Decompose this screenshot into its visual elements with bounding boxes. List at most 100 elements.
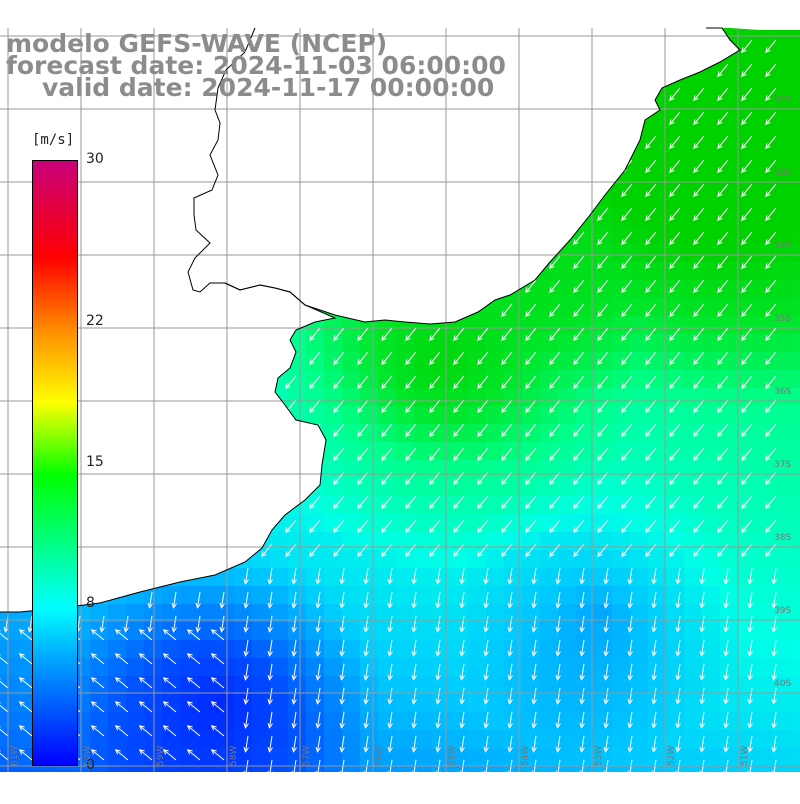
wind-arrow: [333, 399, 345, 414]
wind-cell: [342, 658, 360, 676]
wind-cell: [684, 496, 702, 514]
wind-arrow: [573, 399, 585, 414]
wind-cell: [630, 406, 648, 424]
wind-cell: [504, 370, 522, 388]
wind-cell: [540, 658, 558, 676]
wind-cell: [414, 640, 432, 658]
wind-cell: [522, 730, 540, 748]
latitude-label: 34S: [774, 241, 792, 251]
wind-cell: [774, 172, 792, 190]
wind-cell: [720, 244, 738, 262]
wind-cell: [342, 496, 360, 514]
wind-cell: [774, 730, 792, 748]
wind-arrow: [459, 615, 465, 633]
wind-cell: [792, 748, 800, 766]
wind-arrow: [621, 519, 633, 534]
wind-cell: [720, 136, 738, 154]
wind-cell: [594, 262, 612, 280]
wind-arrow: [723, 735, 729, 753]
wind-cell: [594, 460, 612, 478]
wind-arrow: [597, 447, 609, 462]
wind-cell: [306, 352, 324, 370]
wind-arrow: [717, 495, 729, 510]
wind-arrow: [243, 615, 249, 633]
wind-cell: [630, 442, 648, 460]
wind-arrow: [693, 87, 705, 102]
wind-cell: [522, 532, 540, 550]
wind-cell: [666, 136, 684, 154]
wind-cell: [450, 568, 468, 586]
wind-arrow: [669, 495, 681, 510]
wind-cell: [576, 532, 594, 550]
wind-arrow: [477, 399, 489, 414]
wind-arrow: [501, 543, 513, 558]
wind-cell: [648, 154, 666, 172]
wind-cell: [612, 226, 630, 244]
wind-cell: [216, 712, 234, 730]
wind-arrow: [363, 711, 369, 729]
wind-arrow: [405, 375, 417, 390]
wind-cell: [288, 640, 306, 658]
wind-arrow: [693, 135, 705, 150]
wind-arrow: [549, 399, 561, 414]
wind-cell: [756, 352, 774, 370]
wind-cell: [738, 550, 756, 568]
top-margin: [0, 0, 800, 28]
wind-cell: [378, 586, 396, 604]
wind-cell: [576, 280, 594, 298]
wind-arrow: [357, 423, 369, 438]
wind-cell: [126, 658, 144, 676]
wind-arrow: [339, 639, 345, 657]
wind-arrow: [651, 663, 657, 681]
wind-arrow: [549, 447, 561, 462]
wind-cell: [270, 694, 288, 712]
wind-cell: [522, 694, 540, 712]
wind-arrow: [387, 759, 393, 777]
wind-arrow: [579, 663, 585, 681]
wind-cell: [684, 568, 702, 586]
wind-arrow: [765, 423, 777, 438]
wind-cell: [774, 208, 792, 226]
wind-cell: [198, 586, 216, 604]
wind-arrow: [741, 543, 753, 558]
wind-cell: [360, 604, 378, 622]
wind-cell: [720, 640, 738, 658]
wind-cell: [468, 658, 486, 676]
longitude-label: 58W: [229, 745, 239, 766]
wind-cell: [702, 172, 720, 190]
wind-cell: [522, 424, 540, 442]
wind-cell: [594, 640, 612, 658]
wind-arrow: [459, 567, 465, 585]
wind-cell: [774, 478, 792, 496]
wind-cell: [0, 748, 18, 766]
wind-cell: [324, 568, 342, 586]
wind-cell: [360, 514, 378, 532]
wind-arrow: [507, 663, 513, 681]
wind-cell: [540, 712, 558, 730]
colorbar: [32, 160, 78, 766]
wind-cell: [576, 712, 594, 730]
wind-arrow: [669, 231, 681, 246]
wind-cell: [324, 388, 342, 406]
wind-cell: [792, 208, 800, 226]
wind-cell: [648, 460, 666, 478]
wind-cell: [270, 748, 288, 766]
wind-cell: [576, 586, 594, 604]
wind-cell: [738, 730, 756, 748]
wind-arrow: [531, 663, 537, 681]
wind-cell: [468, 622, 486, 640]
wind-arrow: [621, 495, 633, 510]
wind-cell: [792, 460, 800, 478]
wind-cell: [702, 352, 720, 370]
wind-cell: [540, 496, 558, 514]
wind-arrow: [597, 231, 609, 246]
wind-arrow: [651, 687, 657, 705]
wind-cell: [504, 298, 522, 316]
wind-cell: [702, 604, 720, 622]
wind-arrow: [291, 759, 297, 777]
wind-cell: [558, 406, 576, 424]
wind-arrow: [549, 519, 561, 534]
wind-cell: [540, 604, 558, 622]
wind-cell: [738, 658, 756, 676]
wind-arrow: [357, 447, 369, 462]
